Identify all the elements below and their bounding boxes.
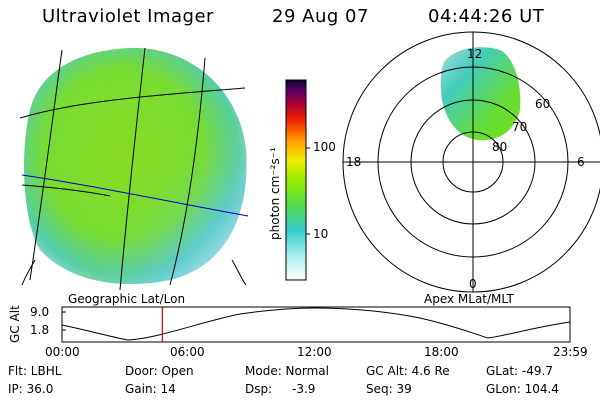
mlt-label-0: 0 (469, 277, 477, 291)
polar-caption: Apex MLat/MLT (424, 292, 514, 306)
info-dsp-label: Dsp: (245, 382, 273, 396)
mlt-label-12: 12 (467, 47, 483, 61)
info-flt: Flt: LBHL (8, 364, 62, 378)
timeline-ytick-top: 9.0 (30, 305, 50, 319)
timeline-ylabel: GC Alt (8, 305, 22, 343)
date-label: 29 Aug 07 (272, 6, 369, 27)
lat-label-60: 60 (535, 97, 551, 111)
timeline-xtick-0: 00:00 (45, 345, 80, 359)
lat-label-70: 70 (512, 120, 528, 134)
mlt-label-6: 6 (577, 155, 585, 169)
colorbar-tick-10: 10 (313, 227, 329, 241)
info-dsp-value: -3.9 (292, 382, 316, 396)
app-title: Ultraviolet Imager (42, 6, 214, 27)
geo-grid (19, 47, 247, 291)
altitude-curve (61, 307, 571, 341)
timeline-xtick-3: 18:00 (424, 345, 459, 359)
geographic-caption: Geographic Lat/Lon (68, 292, 186, 306)
mlt-label-18: 18 (346, 155, 362, 169)
info-ip: IP: 36.0 (8, 382, 54, 396)
lat-label-80: 80 (492, 140, 508, 154)
colorbar (285, 79, 310, 281)
info-gcalt: GC Alt: 4.6 Re (366, 364, 450, 378)
time-label: 04:44:26 UT (428, 6, 545, 27)
info-gain: Gain: 14 (125, 382, 176, 396)
info-seq: Seq: 39 (366, 382, 412, 396)
info-glon: GLon: 104.4 (486, 382, 559, 396)
info-door: Door: Open (125, 364, 194, 378)
geographic-image (19, 47, 249, 291)
timeline-plot (61, 306, 571, 343)
timeline-xtick-1: 06:00 (170, 345, 205, 359)
colorbar-tick-100: 100 (313, 140, 336, 154)
info-glat: GLat: -49.7 (486, 364, 553, 378)
info-mode: Mode: Normal (245, 364, 329, 378)
colorbar-label: photon cm⁻²s⁻¹ (268, 147, 282, 240)
polar-plot (342, 31, 600, 293)
timeline-ytick-bottom: 1.8 (30, 323, 50, 337)
aurora-oval-polar (440, 47, 521, 141)
timeline-xtick-2: 12:00 (297, 345, 332, 359)
blue-track-line (21, 174, 249, 217)
timeline-xtick-4: 23:59 (553, 345, 588, 359)
